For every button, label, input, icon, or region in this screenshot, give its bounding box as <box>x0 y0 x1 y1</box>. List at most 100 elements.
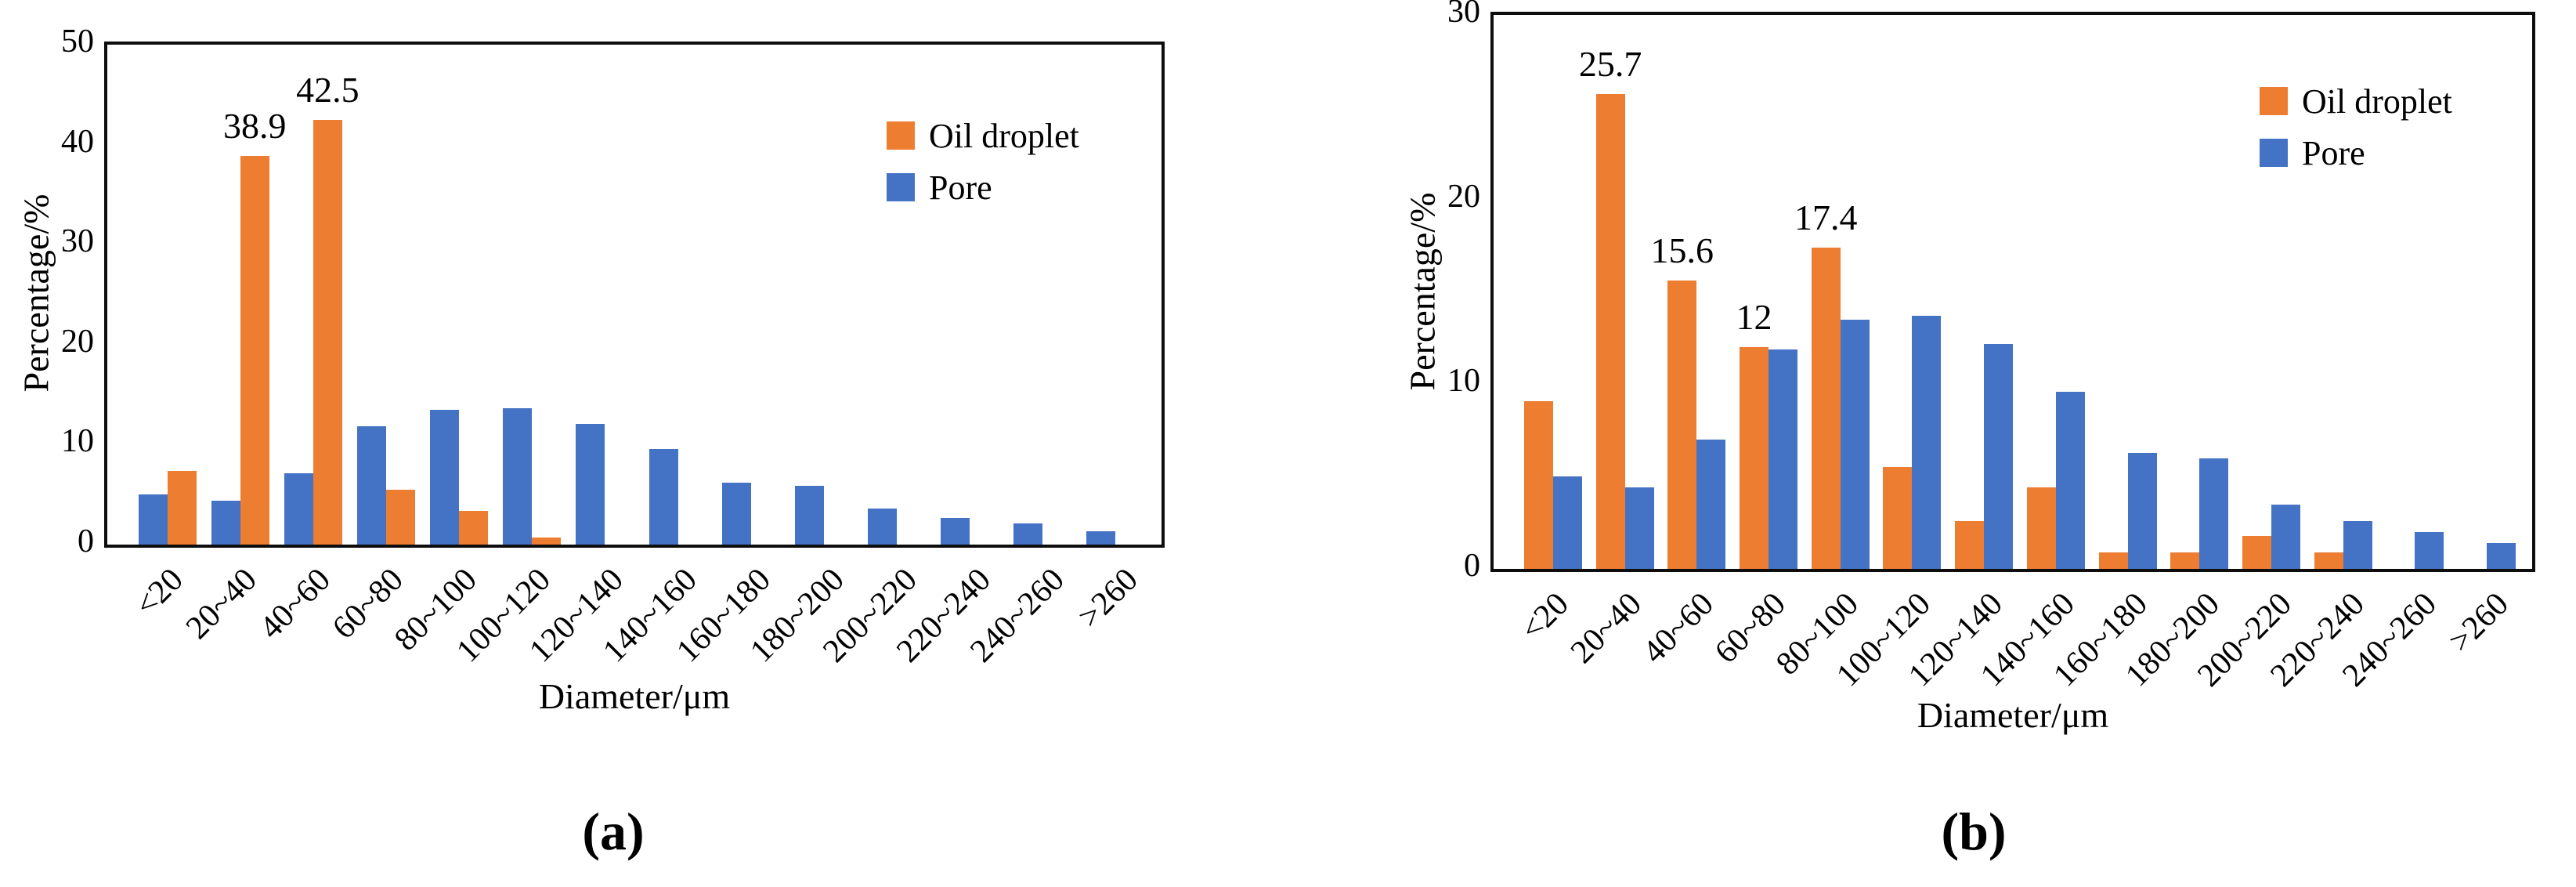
bar-pore-20-40 <box>211 500 240 545</box>
x-axis-title: Diameter/μm <box>538 676 731 716</box>
bar-slot-pore-260 <box>2487 15 2516 569</box>
bar-slot-pore-20-40 <box>1624 15 1654 569</box>
bar-slot-oil-droplet-20 <box>1523 15 1553 569</box>
bar-slot-oil-droplet-140-160 <box>2026 15 2056 569</box>
category-slot-40-60: 42.5 <box>276 45 359 545</box>
legend-swatch-oil-droplet <box>887 121 915 150</box>
y-tick-label-40: 40 <box>61 123 94 160</box>
category-slot-260 <box>2451 15 2523 569</box>
bar-pore-40-60 <box>284 473 313 545</box>
bar-pore-160-180 <box>2127 452 2157 569</box>
category-slot-80-100: 17.4 <box>1794 15 1877 569</box>
bar-slot-oil-droplet-180-200 <box>2170 15 2200 569</box>
bar-oil-droplet-220-240 <box>2314 552 2343 569</box>
bar-slot-pore-60-80 <box>1769 15 1798 569</box>
legend-label-pore: Pore <box>2302 133 2365 172</box>
legend-swatch-pore <box>2260 139 2288 167</box>
bar-pore-220-240 <box>2343 520 2372 569</box>
bar-pore-140-160 <box>2055 391 2085 569</box>
bar-oil-droplet-200-220 <box>2242 535 2272 569</box>
category-slot-220-240 <box>934 45 1006 545</box>
y-tick-label-20: 20 <box>1447 178 1480 215</box>
bar-pore-20-40 <box>1624 487 1654 569</box>
category-slot-180-200 <box>2163 15 2235 569</box>
bar-oil-droplet-100-120 <box>532 538 562 545</box>
bar-pore-100-120 <box>1912 316 1942 569</box>
bar-slot-oil-droplet-120-140 <box>1955 15 1985 569</box>
x-tick-label-20: <20 <box>1514 585 1577 648</box>
bar-pore-240-260 <box>2415 531 2444 569</box>
bar-oil-droplet-80-100 <box>459 510 489 545</box>
bar-value-label-oil-droplet-40-60: 15.6 <box>1650 230 1714 271</box>
y-tick-label-0: 0 <box>1464 548 1480 584</box>
bar-oil-droplet-40-60 <box>1667 281 1697 569</box>
y-tick-label-10: 10 <box>1447 363 1480 400</box>
category-slot-260 <box>1079 45 1152 545</box>
bar-slot-pore-100-120 <box>503 45 533 545</box>
bar-slot-pore-140-160 <box>649 45 678 545</box>
bar-slot-pore-160-180 <box>2127 15 2157 569</box>
legend: Oil droplet Pore <box>887 116 1079 222</box>
bar-slot-oil-droplet-80-100 <box>459 45 489 545</box>
category-slot-20 <box>1517 15 1589 569</box>
category-slot-160-180 <box>2092 15 2164 569</box>
bar-slot-pore-240-260 <box>1013 45 1043 545</box>
bar-slot-oil-droplet-40-60: 42.5 <box>296 45 359 545</box>
bar-slot-pore-160-180 <box>721 45 751 545</box>
legend-item-oil-droplet: Oil droplet <box>887 116 1079 155</box>
panel-caption: (a) <box>582 802 645 861</box>
bar-oil-droplet-20-40 <box>1595 94 1625 569</box>
category-slot-200-220 <box>860 45 933 545</box>
category-slot-20-40: 25.7 <box>1579 15 1661 569</box>
y-tick-label-30: 30 <box>61 223 94 260</box>
bar-pore-260 <box>2487 543 2516 569</box>
bar-oil-droplet-100-120 <box>1883 467 1913 569</box>
bar-slot-pore-40-60 <box>284 45 313 545</box>
category-slot-60-80 <box>349 45 422 545</box>
bar-slot-pore-100-120 <box>1912 15 1942 569</box>
bar-pore-60-80 <box>1769 349 1798 569</box>
bars-layer: 38.9 42.5 <box>107 45 1162 545</box>
category-slot-140-160 <box>2020 15 2092 569</box>
y-axis-tick-labels: 0 10 20 30 40 50 <box>0 24 94 559</box>
bar-oil-droplet-140-160 <box>2026 487 2056 569</box>
legend-label-oil-droplet: Oil droplet <box>929 116 1079 155</box>
category-slot-140-160 <box>641 45 714 545</box>
bar-slot-oil-droplet-160-180 <box>2098 15 2128 569</box>
bar-slot-pore-40-60 <box>1696 15 1726 569</box>
bar-oil-droplet-60-80 <box>1740 347 1769 569</box>
bar-value-label-oil-droplet-20-40: 38.9 <box>222 105 287 146</box>
bar-oil-droplet-20 <box>167 470 197 545</box>
bar-oil-droplet-80-100 <box>1811 247 1841 569</box>
y-tick-label-0: 0 <box>78 523 94 559</box>
category-slot-40-60: 15.6 <box>1651 15 1732 569</box>
bar-pore-260 <box>1086 531 1116 545</box>
category-slot-100-120 <box>496 45 569 545</box>
bar-value-label-oil-droplet-40-60: 42.5 <box>296 69 359 110</box>
bar-oil-droplet-20-40 <box>240 155 269 545</box>
bar-slot-pore-240-260 <box>2415 15 2444 569</box>
bar-slot-oil-droplet-200-220 <box>2242 15 2272 569</box>
bar-pore-20 <box>138 494 168 545</box>
bar-slot-pore-180-200 <box>794 45 824 545</box>
bar-oil-droplet-160-180 <box>2098 552 2128 569</box>
bar-slot-pore-200-220 <box>867 45 897 545</box>
y-axis-tick-labels: 0 10 20 30 <box>1386 0 1480 584</box>
plot-area: 25.7 15.6 12 17.4 Oil droplet Pore <box>1490 12 2535 572</box>
bar-slot-oil-droplet-100-120 <box>532 45 562 545</box>
bar-slot-pore-80-100 <box>430 45 460 545</box>
category-slot-200-220 <box>2235 15 2307 569</box>
bar-oil-droplet-120-140 <box>1955 520 1985 569</box>
category-slot-240-260 <box>2379 15 2451 569</box>
bar-pore-60-80 <box>356 426 386 545</box>
bar-slot-oil-droplet-20 <box>167 45 197 545</box>
panel-caption: (b) <box>1941 802 2007 861</box>
bar-oil-droplet-40-60 <box>313 119 342 545</box>
y-tick-label-30: 30 <box>1447 0 1480 30</box>
bar-pore-40-60 <box>1696 440 1726 569</box>
bar-pore-120-140 <box>1984 343 2014 569</box>
category-slot-120-140 <box>1948 15 2020 569</box>
bar-oil-droplet-20 <box>1523 400 1553 569</box>
legend-swatch-pore <box>887 173 915 201</box>
